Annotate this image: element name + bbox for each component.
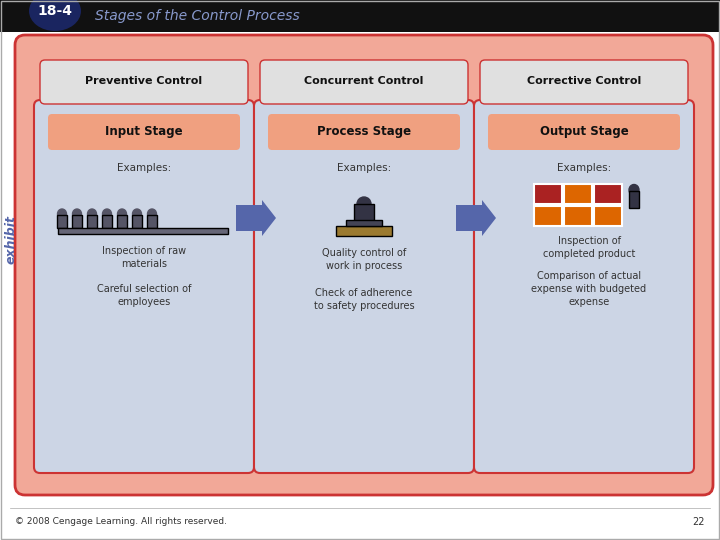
Text: Inspection of
completed product: Inspection of completed product bbox=[543, 236, 635, 259]
Text: Process Stage: Process Stage bbox=[317, 125, 411, 138]
Text: Stages of the Control Process: Stages of the Control Process bbox=[95, 9, 300, 23]
FancyBboxPatch shape bbox=[346, 220, 382, 226]
FancyBboxPatch shape bbox=[354, 204, 374, 222]
FancyBboxPatch shape bbox=[260, 60, 468, 104]
FancyBboxPatch shape bbox=[480, 60, 688, 104]
FancyBboxPatch shape bbox=[336, 226, 392, 236]
FancyBboxPatch shape bbox=[15, 35, 713, 495]
Text: Careful selection of
employees: Careful selection of employees bbox=[96, 284, 192, 307]
Text: Examples:: Examples: bbox=[337, 163, 391, 173]
FancyArrow shape bbox=[456, 200, 496, 236]
FancyBboxPatch shape bbox=[254, 100, 474, 473]
Text: Examples:: Examples: bbox=[117, 163, 171, 173]
FancyBboxPatch shape bbox=[594, 206, 622, 226]
Text: Corrective Control: Corrective Control bbox=[527, 76, 641, 86]
Ellipse shape bbox=[629, 185, 639, 195]
Text: 18-4: 18-4 bbox=[37, 4, 73, 18]
Ellipse shape bbox=[148, 209, 156, 219]
FancyBboxPatch shape bbox=[564, 184, 592, 204]
Ellipse shape bbox=[58, 209, 66, 219]
FancyBboxPatch shape bbox=[132, 215, 142, 228]
FancyBboxPatch shape bbox=[147, 215, 157, 228]
Text: © 2008 Cengage Learning. All rights reserved.: © 2008 Cengage Learning. All rights rese… bbox=[15, 517, 227, 526]
FancyBboxPatch shape bbox=[534, 184, 562, 204]
Ellipse shape bbox=[117, 209, 127, 219]
Text: Examples:: Examples: bbox=[557, 163, 611, 173]
FancyBboxPatch shape bbox=[72, 215, 82, 228]
Ellipse shape bbox=[29, 0, 81, 31]
FancyBboxPatch shape bbox=[564, 206, 592, 226]
FancyArrow shape bbox=[236, 200, 276, 236]
Text: Output Stage: Output Stage bbox=[539, 125, 629, 138]
Text: exhibit: exhibit bbox=[4, 215, 17, 265]
FancyBboxPatch shape bbox=[474, 100, 694, 473]
FancyBboxPatch shape bbox=[48, 114, 240, 150]
Text: Concurrent Control: Concurrent Control bbox=[305, 76, 423, 86]
Text: Input Stage: Input Stage bbox=[105, 125, 183, 138]
Ellipse shape bbox=[73, 209, 81, 219]
FancyBboxPatch shape bbox=[629, 191, 639, 208]
Ellipse shape bbox=[132, 209, 142, 219]
FancyBboxPatch shape bbox=[117, 215, 127, 228]
Text: Check of adherence
to safety procedures: Check of adherence to safety procedures bbox=[314, 288, 414, 311]
FancyBboxPatch shape bbox=[268, 114, 460, 150]
Text: Quality control of
work in process: Quality control of work in process bbox=[322, 248, 406, 271]
FancyBboxPatch shape bbox=[488, 114, 680, 150]
Ellipse shape bbox=[102, 209, 112, 219]
Text: 22: 22 bbox=[693, 517, 705, 527]
FancyBboxPatch shape bbox=[57, 215, 67, 228]
FancyBboxPatch shape bbox=[534, 206, 562, 226]
FancyBboxPatch shape bbox=[34, 100, 254, 473]
FancyBboxPatch shape bbox=[0, 0, 720, 32]
FancyBboxPatch shape bbox=[87, 215, 97, 228]
FancyBboxPatch shape bbox=[58, 228, 228, 234]
Text: Comparison of actual
expense with budgeted
expense: Comparison of actual expense with budget… bbox=[531, 271, 647, 307]
Ellipse shape bbox=[88, 209, 96, 219]
FancyBboxPatch shape bbox=[102, 215, 112, 228]
FancyBboxPatch shape bbox=[40, 60, 248, 104]
Text: Preventive Control: Preventive Control bbox=[86, 76, 202, 86]
FancyBboxPatch shape bbox=[594, 184, 622, 204]
Text: Inspection of raw
materials: Inspection of raw materials bbox=[102, 246, 186, 269]
Ellipse shape bbox=[357, 197, 371, 211]
